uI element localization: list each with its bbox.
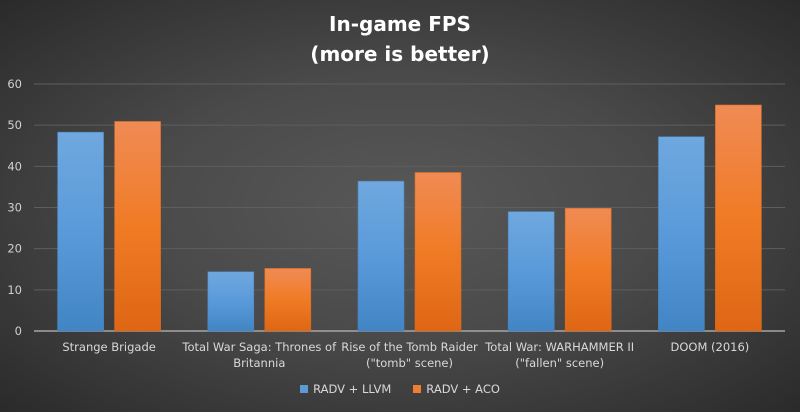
bar-llvm: [57, 131, 104, 332]
x-tick-label: Rise of the Tomb Raider: [341, 340, 478, 354]
chart-title-line-2: (more is better): [310, 42, 490, 66]
bar-aco: [264, 268, 312, 332]
bar-aco: [414, 172, 462, 332]
x-tick-label: ("tomb" scene): [366, 356, 453, 370]
bar-aco: [114, 121, 161, 332]
bar-llvm: [207, 271, 255, 332]
y-tick-label: 20: [7, 242, 22, 256]
chart-title-line-1: In-game FPS: [329, 12, 471, 36]
y-tick-label: 40: [7, 159, 22, 173]
bar-llvm: [357, 180, 405, 332]
bar-llvm: [507, 211, 555, 332]
x-tick-label: ("fallen" scene): [515, 356, 604, 370]
legend-swatch-llvm: [300, 385, 309, 393]
x-tick-label: Strange Brigade: [62, 340, 155, 354]
bar-aco: [715, 104, 762, 332]
y-tick-label: 0: [15, 324, 22, 338]
legend-item-llvm: RADV + LLVM: [300, 382, 391, 396]
bar-aco: [564, 208, 612, 332]
bar-llvm: [658, 136, 705, 332]
y-tick-label: 10: [7, 283, 22, 297]
legend-label-llvm: RADV + LLVM: [313, 382, 392, 396]
legend-item-aco: RADV + ACO: [413, 382, 500, 396]
x-tick-label: Total War Saga: Thrones of: [181, 340, 337, 354]
y-tick-label: 50: [7, 118, 22, 132]
x-tick-label: Britannia: [233, 356, 285, 370]
x-tick-label: DOOM (2016): [671, 340, 750, 354]
y-tick-label: 60: [7, 77, 22, 91]
x-tick-label: Total War: WARHAMMER II: [484, 340, 634, 354]
legend-label-aco: RADV + ACO: [426, 382, 500, 396]
y-tick-label: 30: [7, 201, 22, 215]
legend: RADV + LLVM RADV + ACO: [0, 382, 800, 396]
legend-swatch-aco: [413, 385, 422, 393]
